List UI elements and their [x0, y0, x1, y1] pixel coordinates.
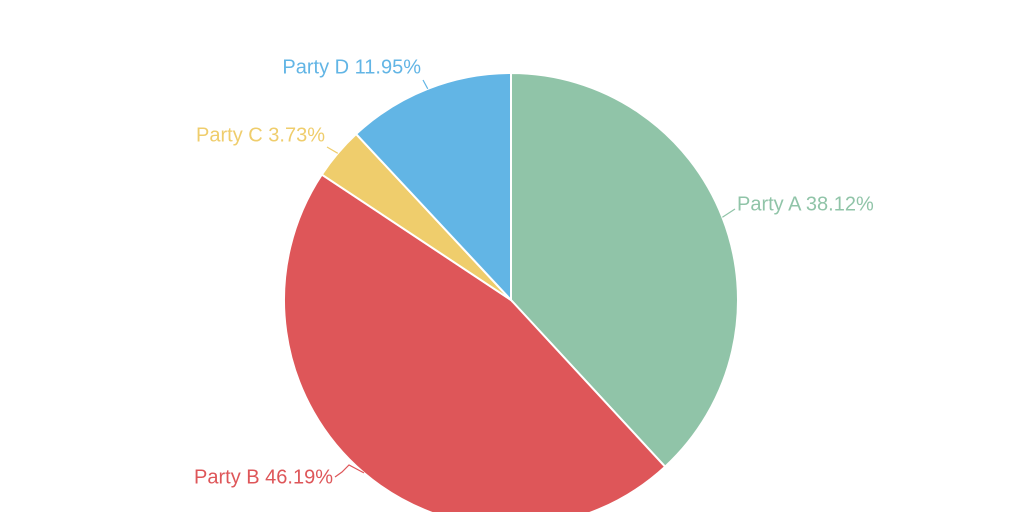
pie-slices — [283, 71, 739, 512]
pie-slice-party-b[interactable] — [283, 173, 667, 512]
slice-label-party-b: Party B 46.19% — [194, 466, 333, 488]
leader-line-party-c — [326, 146, 339, 154]
slice-label-party-a: Party A 38.12% — [737, 193, 874, 215]
leader-lines — [326, 79, 736, 478]
leader-line-party-d — [422, 79, 429, 90]
slice-label-party-c: Party C 3.73% — [196, 124, 325, 146]
leader-line-party-b — [334, 464, 365, 478]
slice-label-party-d: Party D 11.95% — [282, 56, 421, 78]
slice-labels: Party A 38.12% Party B 46.19% Party C 3.73… — [194, 56, 874, 488]
leader-line-party-a — [722, 208, 736, 218]
